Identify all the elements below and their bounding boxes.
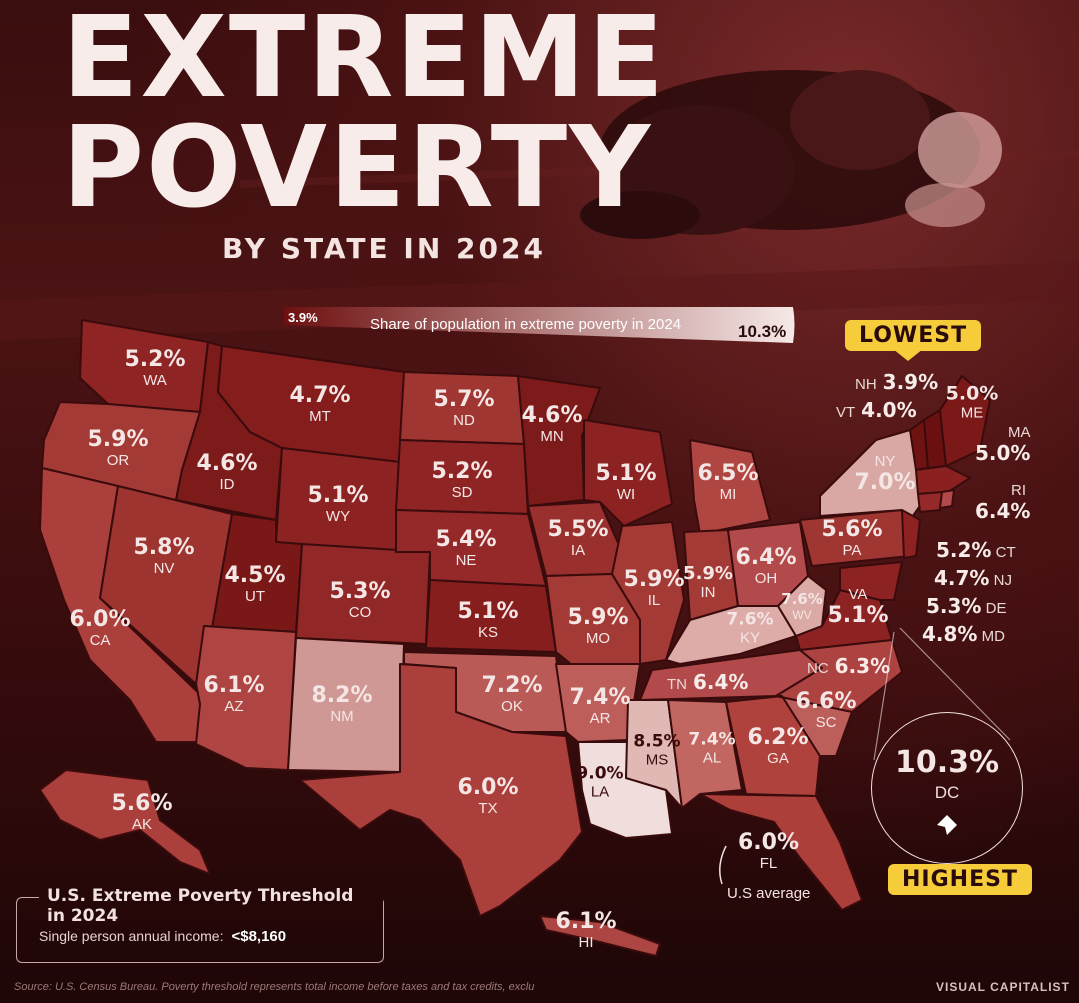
state-MI	[689, 439, 771, 535]
label-WA: 5.2% WA	[124, 347, 186, 389]
label-GA: 6.2% GA	[747, 725, 809, 767]
label-NE: 5.4% NE	[435, 527, 497, 569]
lowest-tag-pointer	[893, 349, 923, 361]
label-KS: 5.1% KS	[457, 599, 519, 641]
us-average-arrow-icon	[719, 845, 727, 885]
state-SC	[775, 695, 853, 757]
label-AK: 5.6% AK	[111, 791, 173, 833]
brand-logo: VISUAL CAPITALIST	[936, 980, 1070, 994]
state-WV	[777, 575, 827, 637]
label-MA: MA 5.0%	[975, 424, 1031, 465]
title-line1: EXTREME	[62, 0, 666, 123]
label-DE: 5.3% DE	[926, 594, 1007, 618]
state-TX	[299, 663, 583, 917]
label-ID: 4.6% ID	[196, 451, 258, 493]
lowest-tag: LOWEST	[845, 320, 982, 351]
label-IN: 5.9% IN	[683, 563, 733, 601]
label-NY: NY 7.0%	[854, 453, 916, 495]
label-WI: 5.1% WI	[595, 461, 657, 503]
sleeping-figure-icon	[580, 70, 1002, 239]
state-NJ	[901, 509, 921, 559]
state-MD	[839, 561, 903, 601]
label-LA: 9.0% LA	[576, 763, 624, 801]
legend-max: 10.3%	[738, 322, 786, 341]
label-SD: 5.2% SD	[431, 459, 493, 501]
label-RI: RI 6.4%	[975, 482, 1031, 523]
label-IL: 5.9% IL	[623, 567, 685, 609]
label-CA: 6.0% CA	[69, 607, 131, 649]
label-PA: 5.6% PA	[821, 517, 883, 559]
label-NV: 5.8% NV	[133, 535, 195, 577]
label-NM: 8.2% NM	[311, 683, 373, 725]
dc-shape-icon	[937, 815, 957, 835]
dc-abbr: DC	[934, 783, 960, 802]
label-OK: 7.2% OK	[481, 673, 543, 715]
subtitle: BY STATE IN 2024	[222, 232, 546, 265]
label-OH: 6.4% OH	[735, 545, 797, 587]
label-MO: 5.9% MO	[567, 605, 629, 647]
label-VT: VT 4.0%	[836, 398, 917, 422]
label-MT: 4.7% MT	[289, 383, 351, 425]
label-NC: NC 6.3%	[807, 654, 891, 678]
label-AR: 7.4% AR	[569, 685, 631, 727]
state-NY	[819, 429, 925, 521]
threshold-box: U.S. Extreme Poverty Threshold in 2024 S…	[16, 886, 384, 963]
label-NJ: 4.7% NJ	[934, 566, 1012, 590]
state-ME	[939, 375, 991, 467]
label-HI: 6.1% HI	[555, 909, 617, 951]
label-ME: 5.0% ME	[945, 382, 999, 422]
threshold-value: <$8,160	[231, 928, 287, 945]
label-MD: 4.8% MD	[922, 622, 1005, 646]
label-CT: 5.2% CT	[936, 538, 1016, 562]
label-MS: 8.5% MS	[633, 731, 681, 769]
threshold-row: Single person annual income: <$8,160	[39, 928, 286, 945]
label-VA: VA 5.1%	[827, 586, 889, 628]
label-WY: 5.1% WY	[307, 483, 369, 525]
label-SC: 6.6% SC	[795, 689, 857, 731]
label-TN: TN 6.4%	[667, 670, 749, 694]
state-RI	[939, 489, 955, 509]
label-UT: 4.5% UT	[224, 563, 286, 605]
label-IA: 5.5% IA	[547, 517, 609, 559]
legend-caption: Share of population in extreme poverty i…	[370, 316, 681, 333]
dc-callout: 10.3% DC	[871, 712, 1023, 864]
label-KY: 7.6% KY	[726, 609, 774, 647]
threshold-title: U.S. Extreme Poverty Threshold in 2024	[39, 886, 383, 926]
label-TX: 6.0% TX	[457, 775, 519, 817]
state-FL	[699, 793, 863, 911]
label-FL: 6.0% FL	[738, 830, 800, 872]
dc-value: 10.3%	[894, 745, 1000, 780]
label-AL: 7.4% AL	[688, 729, 736, 767]
state-CT	[917, 491, 943, 513]
threshold-label: Single person annual income:	[39, 928, 224, 944]
label-OR: 5.9% OR	[87, 427, 149, 469]
label-ND: 5.7% ND	[433, 387, 495, 429]
state-IL	[611, 521, 685, 665]
label-MN: 4.6% MN	[521, 403, 583, 445]
state-HI	[539, 915, 661, 957]
label-AZ: 6.1% AZ	[203, 673, 265, 715]
source-note: Source: U.S. Census Bureau. Poverty thre…	[14, 981, 534, 993]
legend-bar: 3.9% Share of population in extreme pove…	[284, 307, 795, 343]
label-CO: 5.3% CO	[329, 579, 391, 621]
label-MI: 6.5% MI	[697, 461, 759, 503]
state-MA	[915, 465, 971, 495]
label-NH: NH 3.9%	[855, 370, 939, 394]
state-AL	[667, 699, 743, 809]
title-line2: POVERTY	[62, 103, 653, 233]
legend-min: 3.9%	[288, 310, 318, 325]
state-AK	[39, 769, 211, 875]
dc-pointer-lines	[873, 627, 1011, 761]
label-WV: 7.6% WV	[781, 590, 823, 622]
highest-tag: HIGHEST	[888, 864, 1032, 895]
us-average-label: U.S average	[727, 885, 811, 902]
